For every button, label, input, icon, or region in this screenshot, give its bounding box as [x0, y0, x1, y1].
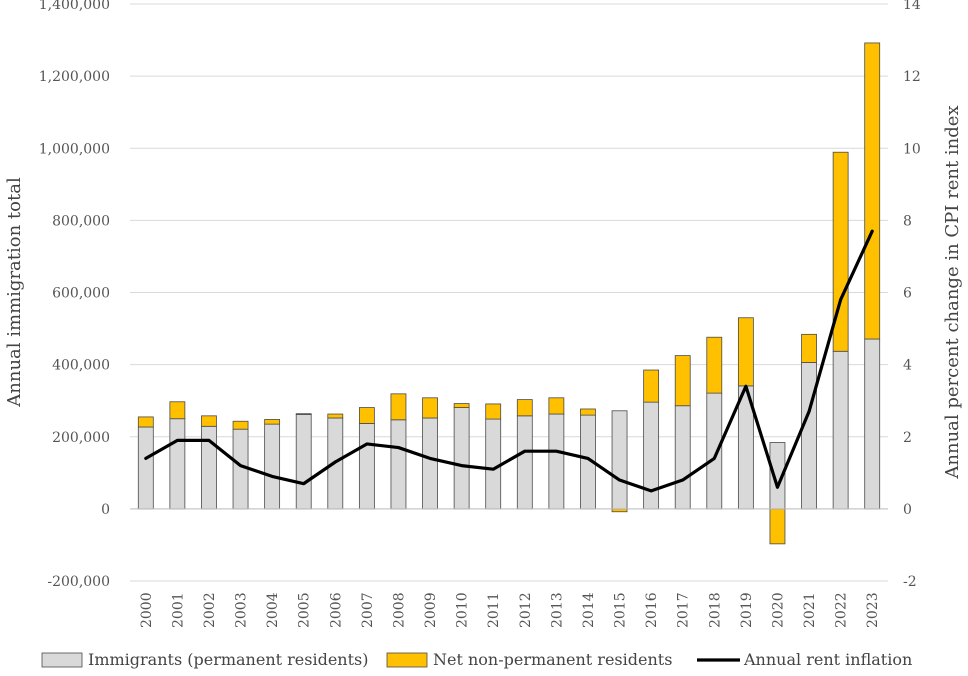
x-tick-label: 2001	[170, 592, 186, 628]
x-tick-label: 2017	[676, 592, 692, 628]
y-tick-label: -200,000	[47, 574, 110, 590]
x-tick-label: 2023	[865, 592, 881, 628]
bar-non-permanent-residents	[706, 336, 723, 394]
bar-permanent-residents	[295, 413, 312, 510]
x-tick-label: 2009	[423, 592, 439, 628]
y-tick-label: 1,000,000	[39, 141, 110, 157]
bar-permanent-residents	[801, 362, 817, 510]
y2-tick-label: 14	[903, 0, 921, 13]
x-tick-label: 2004	[265, 592, 281, 628]
y-tick-label: 0	[101, 502, 110, 518]
y-axis-title: Annual immigration total	[4, 177, 25, 408]
bar-non-permanent-residents	[295, 413, 312, 415]
bar-non-permanent-residents	[453, 403, 470, 408]
x-tick-label: 2016	[644, 592, 660, 628]
bar-non-permanent-residents	[769, 508, 786, 545]
x-tick-label: 2015	[613, 592, 629, 628]
bar-permanent-residents	[611, 410, 628, 510]
bar-non-permanent-residents	[832, 151, 849, 352]
y2-tick-label: 2	[903, 430, 912, 446]
bar-non-permanent-residents	[232, 420, 249, 430]
bar-non-permanent-residents	[643, 369, 660, 403]
bar-non-permanent-residents	[422, 397, 438, 419]
bar-permanent-residents	[706, 392, 723, 510]
bar-permanent-residents	[390, 419, 407, 510]
x-tick-label: 2008	[391, 592, 407, 628]
bar-non-permanent-residents	[485, 403, 502, 420]
y2-tick-label: 8	[903, 213, 912, 229]
bar-non-permanent-residents	[548, 397, 565, 415]
x-tick-label: 2020	[770, 592, 786, 628]
bar-permanent-residents	[422, 417, 438, 510]
x-tick-label: 2011	[486, 592, 502, 628]
legend-swatch-non-permanent	[386, 652, 428, 668]
bar-permanent-residents	[864, 338, 881, 510]
x-tick-label: 2014	[581, 592, 597, 628]
rent-inflation-line	[144, 229, 874, 493]
x-tick-label: 2000	[139, 592, 155, 628]
y2-tick-label: 12	[903, 69, 921, 85]
bar-permanent-residents	[169, 418, 186, 510]
y-tick-label: 200,000	[52, 430, 110, 446]
x-tick-label: 2006	[328, 592, 344, 628]
y2-tick-label: 6	[903, 286, 912, 302]
bar-permanent-residents	[201, 425, 217, 510]
y2-tick-label: 4	[903, 358, 912, 374]
y2-tick-label: 0	[903, 502, 912, 518]
bar-non-permanent-residents	[390, 393, 407, 421]
bar-non-permanent-residents	[674, 355, 691, 407]
y2-axis-title: Annual percent change in CPI rent index	[942, 105, 963, 479]
legend-swatch-permanent	[41, 652, 83, 668]
bar-permanent-residents	[516, 415, 533, 510]
y-tick-label: 1,400,000	[39, 0, 110, 13]
y2-tick-label: 10	[903, 141, 921, 157]
legend-label-permanent: Immigrants (permanent residents)	[88, 650, 369, 669]
bar-permanent-residents	[264, 423, 281, 510]
bar-non-permanent-residents	[264, 419, 281, 425]
bar-non-permanent-residents	[201, 415, 217, 427]
y-tick-label: 400,000	[52, 358, 110, 374]
bar-permanent-residents	[485, 418, 502, 510]
bar-non-permanent-residents	[358, 407, 375, 424]
bar-non-permanent-residents	[801, 333, 817, 363]
bar-non-permanent-residents	[516, 399, 533, 417]
bar-non-permanent-residents	[169, 401, 186, 420]
x-tick-label: 2010	[455, 592, 471, 628]
x-tick-label: 2019	[739, 592, 755, 628]
x-tick-label: 2003	[234, 592, 250, 628]
x-tick-label: 2007	[360, 592, 376, 628]
legend-label-non-permanent: Net non-permanent residents	[433, 650, 672, 669]
x-tick-label: 2012	[518, 592, 534, 628]
y-tick-label: 800,000	[52, 213, 110, 229]
x-tick-label: 2022	[834, 592, 850, 628]
bar-permanent-residents	[453, 407, 470, 510]
x-tick-label: 2018	[707, 592, 723, 628]
bar-non-permanent-residents	[327, 413, 344, 419]
y2-tick-label: -2	[903, 574, 917, 590]
legend-label-rent-inflation: Annual rent inflation	[743, 650, 912, 669]
bar-permanent-residents	[548, 413, 565, 510]
x-tick-label: 2002	[202, 592, 218, 628]
x-tick-label: 2005	[297, 592, 313, 628]
y-tick-label: 1,200,000	[39, 69, 110, 85]
bar-permanent-residents	[643, 401, 660, 510]
bar-non-permanent-residents	[864, 42, 881, 340]
x-tick-label: 2021	[802, 592, 818, 628]
bar-permanent-residents	[674, 405, 691, 510]
bar-permanent-residents	[358, 423, 375, 510]
x-tick-label: 2013	[549, 592, 565, 628]
bar-non-permanent-residents	[737, 317, 754, 387]
y-tick-label: 600,000	[52, 286, 110, 302]
bar-permanent-residents	[832, 350, 849, 510]
bar-permanent-residents	[137, 426, 154, 510]
bar-non-permanent-residents	[137, 416, 154, 428]
bar-non-permanent-residents	[580, 408, 596, 416]
